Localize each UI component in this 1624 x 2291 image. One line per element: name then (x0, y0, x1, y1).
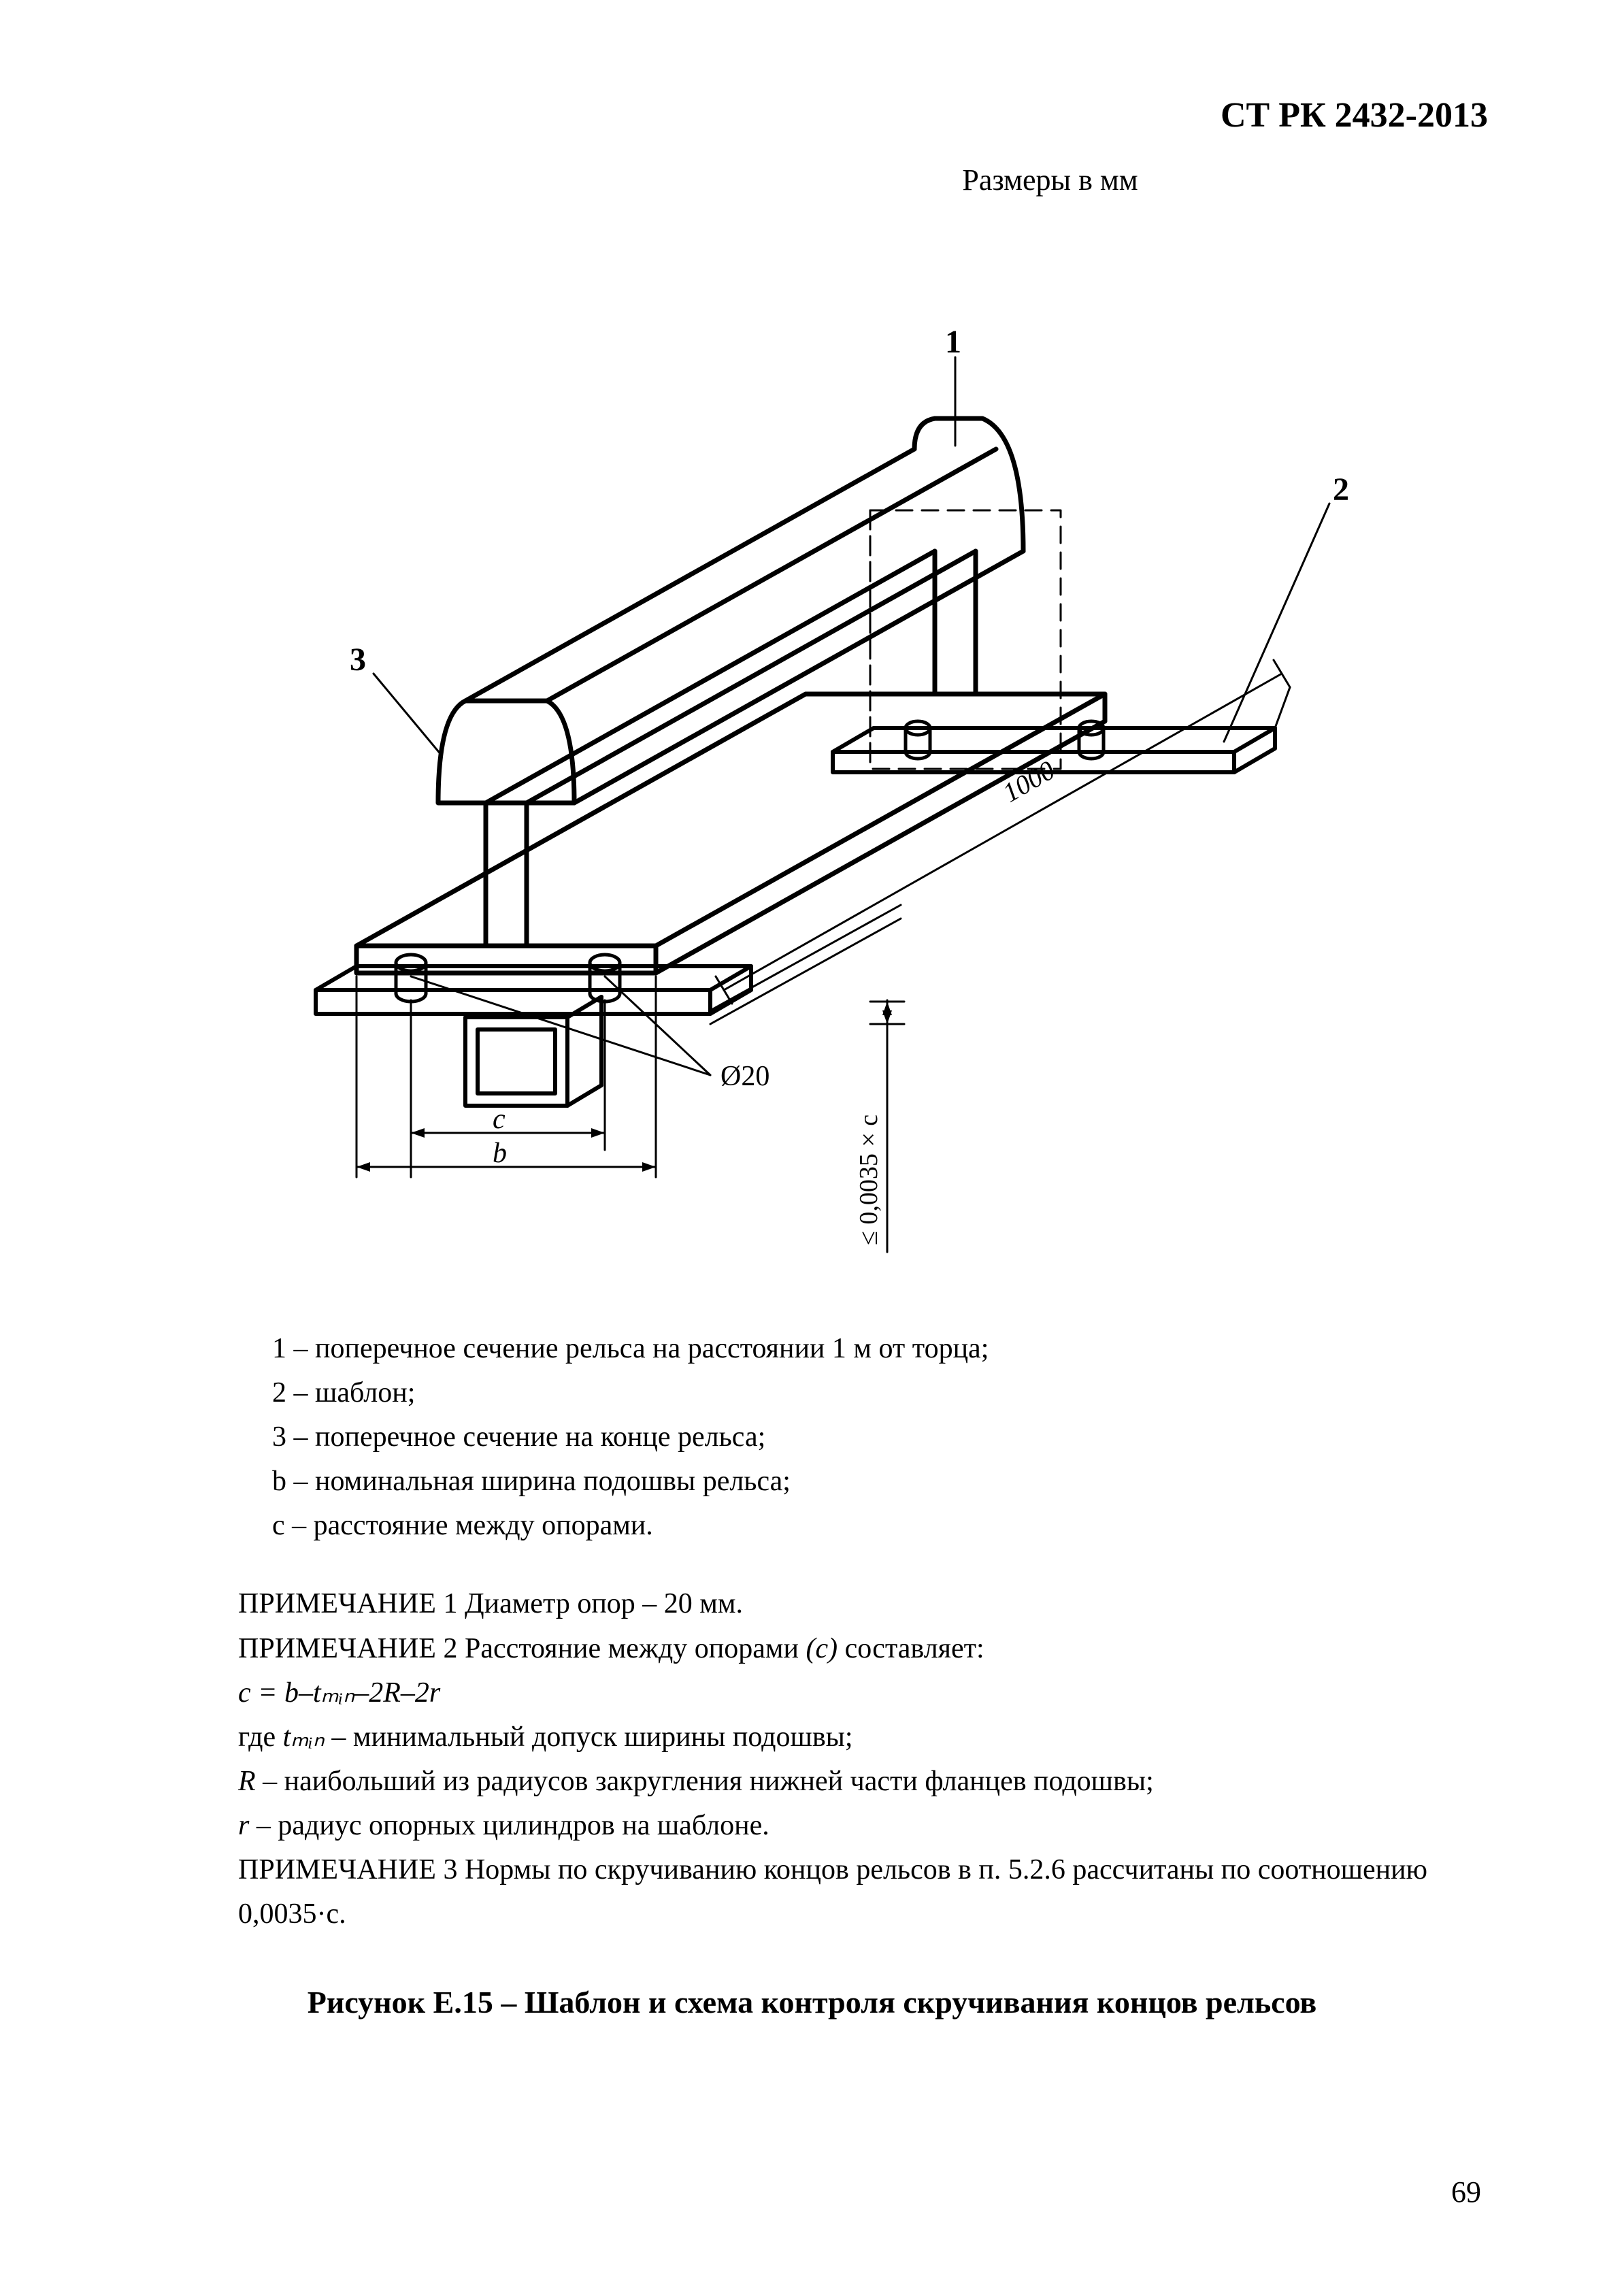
note-3: ПРИМЕЧАНИЕ 3 Нормы по скручиванию концов… (238, 1848, 1488, 1936)
callout-1: 1 (945, 324, 961, 360)
legend: 1 – поперечное сечение рельса на расстоя… (272, 1327, 1488, 1548)
note-2: ПРИМЕЧАНИЕ 2 Расстояние между опорами (с… (238, 1627, 1488, 1671)
note-1: ПРИМЕЧАНИЕ 1 Диаметр опор – 20 мм. (238, 1582, 1488, 1626)
callout-3: 3 (350, 642, 366, 678)
legend-c: с – расстояние между опорами. (272, 1504, 1488, 1548)
page-number: 69 (1451, 2175, 1481, 2209)
note-2-post: составляет: (838, 1633, 984, 1664)
units-note: Размеры в мм (612, 163, 1488, 197)
formula: с = b–tₘᵢₙ–2R–2r (238, 1671, 1488, 1715)
standard-code: СТ РК 2432-2013 (136, 95, 1488, 135)
note-2-c: (с) (806, 1633, 838, 1664)
where-r: r – радиус опорных цилиндров на шаблоне. (238, 1804, 1488, 1848)
dim-dia20: Ø20 (720, 1061, 769, 1092)
page: СТ РК 2432-2013 Размеры в мм (0, 0, 1624, 2291)
where-r-post: – радиус опорных цилиндров на шаблоне. (249, 1810, 769, 1841)
legend-1: 1 – поперечное сечение рельса на расстоя… (272, 1327, 1488, 1371)
where-t-sym: tₘᵢₙ (283, 1721, 325, 1753)
where-t: где tₘᵢₙ – минимальный допуск ширины под… (238, 1715, 1488, 1760)
legend-b: b – номинальная ширина подошвы рельса; (272, 1460, 1488, 1504)
where-t-post: – минимальный допуск ширины подошвы; (325, 1721, 853, 1753)
where-r-sym: r (238, 1810, 249, 1841)
figure-e15: 1 2 3 Ø20 c b 1000 ≤ 0,0035 × c (234, 279, 1391, 1300)
dim-b: b (493, 1138, 507, 1169)
where-R-post: – наибольший из радиусов закругления ниж… (256, 1766, 1154, 1797)
callout-2: 2 (1333, 472, 1349, 508)
dim-tolerance: ≤ 0,0035 × c (855, 1115, 883, 1245)
engineering-drawing-svg: 1 2 3 Ø20 c b 1000 ≤ 0,0035 × c (234, 279, 1391, 1300)
where-R: R – наибольший из радиусов закругления н… (238, 1760, 1488, 1804)
notes: ПРИМЕЧАНИЕ 1 Диаметр опор – 20 мм. ПРИМЕ… (238, 1582, 1488, 1936)
legend-2: 2 – шаблон; (272, 1371, 1488, 1415)
figure-caption: Рисунок Е.15 – Шаблон и схема контроля с… (136, 1984, 1488, 2020)
legend-3: 3 – поперечное сечение на конце рельса; (272, 1415, 1488, 1460)
where-pre: где (238, 1721, 283, 1753)
note-2-pre: ПРИМЕЧАНИЕ 2 Расстояние между опорами (238, 1633, 806, 1664)
where-R-sym: R (238, 1766, 256, 1797)
dim-c: c (493, 1104, 506, 1135)
